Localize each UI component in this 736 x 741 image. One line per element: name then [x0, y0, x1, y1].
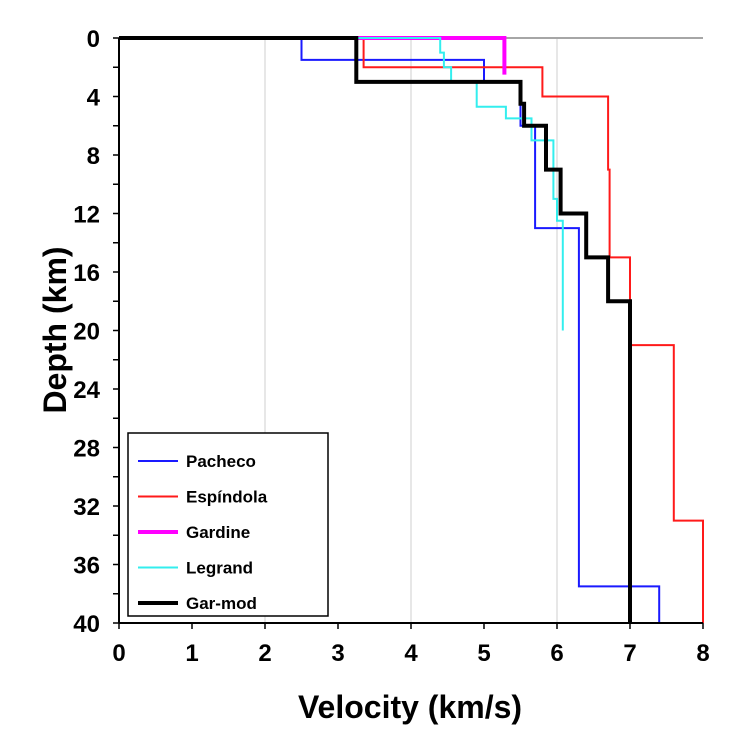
x-tick-label: 5 [477, 640, 490, 667]
legend-label: Pacheco [186, 452, 256, 471]
legend-label: Gardine [186, 523, 250, 542]
y-tick-label: 24 [73, 377, 100, 404]
y-tick-label: 16 [73, 260, 100, 287]
legend-label: Espíndola [186, 488, 268, 507]
legend-label: Legrand [186, 559, 253, 578]
series-line-pacheco [119, 37, 661, 623]
y-axis-title: Depth (km) [37, 246, 73, 413]
series-line-gardine [119, 36, 507, 75]
chart-legend: Pacheco Espíndola Gardine Legrand Gar-mod [127, 432, 329, 617]
series-line-esp-ndola [119, 37, 704, 623]
legend-label: Gar-mod [186, 594, 257, 613]
y-tick-label: 32 [73, 494, 100, 521]
x-axis-title: Velocity (km/s) [298, 689, 522, 725]
x-tick-label: 0 [112, 640, 125, 667]
series-layer [119, 36, 704, 623]
x-tick-label: 8 [696, 640, 709, 667]
x-tick-label: 7 [623, 640, 636, 667]
y-tick-label: 8 [87, 143, 100, 170]
y-tick-label: 12 [73, 202, 100, 229]
series-line-gar-mod [119, 36, 632, 623]
series-line-legrand [119, 37, 564, 331]
y-tick-label: 4 [87, 85, 101, 112]
x-tick-label: 3 [331, 640, 344, 667]
y-tick-label: 40 [73, 611, 100, 638]
y-tick-label: 28 [73, 436, 100, 463]
x-tick-label: 4 [404, 640, 418, 667]
legend-box [127, 432, 329, 617]
x-tick-label: 6 [550, 640, 563, 667]
y-tick-label: 36 [73, 553, 100, 580]
y-tick-label: 20 [73, 319, 100, 346]
x-tick-label: 1 [185, 640, 198, 667]
x-tick-label: 2 [258, 640, 271, 667]
y-tick-label: 0 [87, 26, 100, 53]
